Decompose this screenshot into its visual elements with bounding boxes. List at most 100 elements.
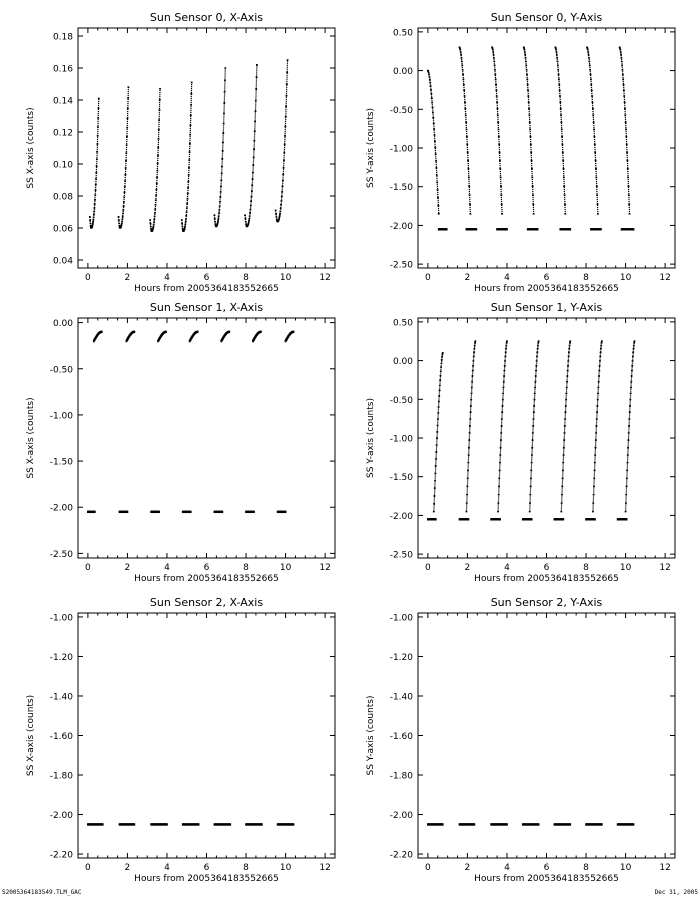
x-tick-label: 4	[504, 563, 510, 573]
data-segment-trace	[181, 82, 193, 232]
y-tick-label: 0.50	[393, 318, 413, 328]
x-tick-label: 6	[544, 563, 550, 573]
data-segment	[554, 46, 567, 215]
y-tick-label: 0.00	[393, 357, 413, 367]
data-segment-trace	[251, 330, 262, 342]
x-tick-label: 6	[204, 863, 210, 873]
x-tick-label: 12	[319, 563, 330, 573]
y-tick-label: -1.00	[390, 613, 414, 623]
y-axis-label: SS X-axis (counts)	[26, 107, 36, 188]
data-segment-trace	[592, 341, 603, 512]
y-tick-label: -2.50	[390, 551, 414, 561]
y-tick-label: -1.60	[50, 732, 74, 742]
data-segment	[624, 340, 636, 513]
chart-panel: Sun Sensor 1, Y-Axis 0 2 4 6 8 10 12 -2.50 -2.00 -…	[366, 301, 676, 584]
y-tick-label: -1.50	[50, 458, 74, 468]
y-tick-label: -1.50	[390, 183, 414, 193]
x-tick-label: 4	[164, 563, 170, 573]
data-segment-trace	[465, 341, 476, 512]
x-tick-label: 4	[504, 863, 510, 873]
x-tick-label: 10	[280, 563, 292, 573]
data-segment	[432, 352, 444, 513]
y-tick-label: -2.00	[50, 811, 74, 821]
y-tick-label: -1.20	[50, 653, 74, 663]
y-tick-label: -1.50	[390, 473, 414, 483]
x-tick-label: 2	[465, 563, 471, 573]
x-tick-label: 8	[243, 563, 249, 573]
y-tick-label: 0.00	[53, 319, 73, 329]
y-axis-label: SS Y-axis (counts)	[366, 696, 376, 776]
plot-frame	[77, 27, 336, 269]
data-segment-trace	[244, 64, 258, 228]
y-tick-label: -2.00	[390, 811, 414, 821]
data-series	[86, 330, 295, 514]
x-tick-label: 8	[583, 563, 589, 573]
y-tick-label: -1.00	[390, 145, 414, 155]
chart-panel: Sun Sensor 0, Y-Axis 0 2 4 6 8 10 12 -2.50 -2.00 -…	[366, 11, 676, 294]
x-tick-label: 8	[243, 863, 249, 873]
plot-frame	[77, 317, 336, 559]
data-segment-trace	[427, 70, 440, 214]
plot-frame	[417, 27, 676, 269]
y-tick-label: -1.40	[390, 692, 414, 702]
x-tick-label: 8	[243, 273, 249, 283]
x-tick-label: 8	[583, 273, 589, 283]
x-axis-label: Hours from 2005364183552665	[474, 284, 619, 294]
x-tick-label: 2	[125, 863, 131, 873]
data-segment	[465, 340, 477, 513]
y-tick-label: 0.08	[53, 193, 73, 203]
data-segment	[491, 46, 503, 215]
data-segment-trace	[458, 47, 471, 214]
x-tick-label: 10	[280, 863, 292, 873]
y-axis-label: SS Y-axis (counts)	[366, 398, 376, 478]
y-tick-label: -2.00	[390, 222, 414, 232]
x-tick-label: 0	[85, 273, 91, 283]
chart-panel: Sun Sensor 2, Y-Axis 0 2 4 6 8 10 12 -2.20 -2.00 -…	[366, 596, 676, 884]
x-tick-label: 0	[85, 563, 91, 573]
y-tick-label: -1.00	[390, 435, 414, 445]
x-tick-label: 0	[425, 273, 431, 283]
chart-panel: Sun Sensor 2, X-Axis 0 2 4 6 8 10 12 -2.20 -2.00 -…	[26, 596, 336, 884]
data-segment-trace	[117, 87, 130, 229]
x-tick-label: 0	[85, 863, 91, 873]
chart-panel: Sun Sensor 1, X-Axis 0 2 4 6 8 10 12 -2.50 -2.00 -…	[26, 301, 336, 584]
plot-frame	[417, 612, 676, 859]
data-segment	[522, 46, 535, 215]
data-segment-trace	[586, 47, 599, 214]
y-axis-label: SS Y-axis (counts)	[366, 108, 376, 188]
y-tick-label: 0.00	[393, 67, 413, 77]
y-tick-label: -1.20	[390, 653, 414, 663]
data-segment	[586, 46, 599, 215]
y-tick-label: -1.60	[390, 732, 414, 742]
data-segment	[528, 340, 540, 513]
y-axis-label: SS X-axis (counts)	[26, 397, 36, 478]
y-tick-label: 0.12	[53, 129, 73, 139]
y-axis-label: SS X-axis (counts)	[26, 695, 36, 776]
y-tick-label: 0.18	[53, 33, 73, 43]
x-axis-label: Hours from 2005364183552665	[134, 284, 279, 294]
x-tick-label: 2	[125, 563, 131, 573]
plot-frame	[77, 612, 336, 859]
data-segment-trace	[213, 67, 226, 228]
x-tick-label: 6	[544, 863, 550, 873]
y-tick-label: -2.20	[50, 851, 74, 861]
y-tick-label: 0.14	[53, 97, 73, 107]
data-segment	[592, 340, 603, 513]
data-segment	[560, 340, 572, 513]
data-segment-trace	[149, 88, 161, 232]
x-axis-label: Hours from 2005364183552665	[474, 574, 619, 584]
y-tick-label: -1.80	[50, 772, 74, 782]
x-axis-label: Hours from 2005364183552665	[134, 874, 279, 884]
y-tick-label: -1.00	[50, 613, 74, 623]
y-tick-label: -2.20	[390, 851, 414, 861]
x-tick-label: 0	[425, 863, 431, 873]
data-segment-trace	[560, 341, 571, 512]
x-tick-label: 12	[659, 563, 670, 573]
x-tick-label: 12	[319, 863, 330, 873]
y-tick-label: 0.16	[53, 65, 73, 75]
chart-title: Sun Sensor 2, X-Axis	[150, 596, 263, 609]
x-tick-label: 10	[280, 273, 292, 283]
chart-title: Sun Sensor 0, X-Axis	[150, 11, 263, 24]
data-segment	[497, 340, 508, 513]
